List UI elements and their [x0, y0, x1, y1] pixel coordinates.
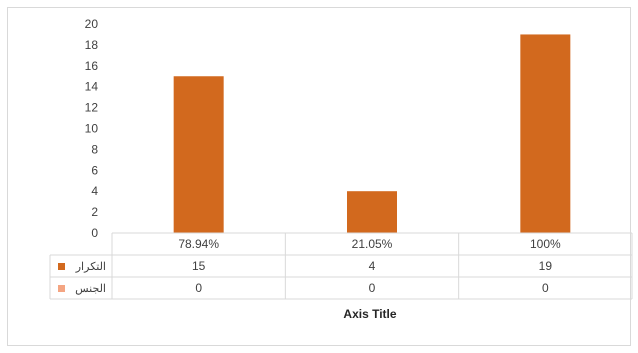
data-label: 0: [195, 281, 202, 295]
y-tick-label: 4: [91, 184, 98, 198]
y-tick-label: 18: [85, 38, 99, 52]
y-tick-label: 12: [85, 101, 99, 115]
y-tick-label: 20: [85, 17, 99, 31]
bar: [173, 76, 224, 233]
legend-swatch: [58, 285, 65, 292]
x-tick-label: 100%: [530, 237, 561, 251]
legend-swatch: [58, 263, 65, 270]
legend-label: الجنس: [75, 283, 106, 295]
x-tick-label: 78.94%: [178, 237, 219, 251]
y-tick-label: 8: [91, 142, 98, 156]
data-label: 15: [192, 259, 206, 273]
y-tick-label: 0: [91, 226, 98, 240]
data-label: 0: [369, 281, 376, 295]
x-axis-title: Axis Title: [343, 307, 396, 321]
bar: [347, 191, 397, 233]
y-tick-label: 14: [85, 80, 99, 94]
legend-label: التكرار: [75, 261, 106, 273]
y-tick-label: 6: [91, 163, 98, 177]
data-label: 4: [369, 259, 376, 273]
y-tick-label: 16: [85, 59, 99, 73]
y-tick-label: 10: [85, 122, 99, 136]
x-tick-label: 21.05%: [352, 237, 393, 251]
data-label: 0: [542, 281, 549, 295]
bar: [520, 34, 571, 234]
data-label: 19: [539, 259, 553, 273]
y-tick-label: 2: [91, 205, 98, 219]
